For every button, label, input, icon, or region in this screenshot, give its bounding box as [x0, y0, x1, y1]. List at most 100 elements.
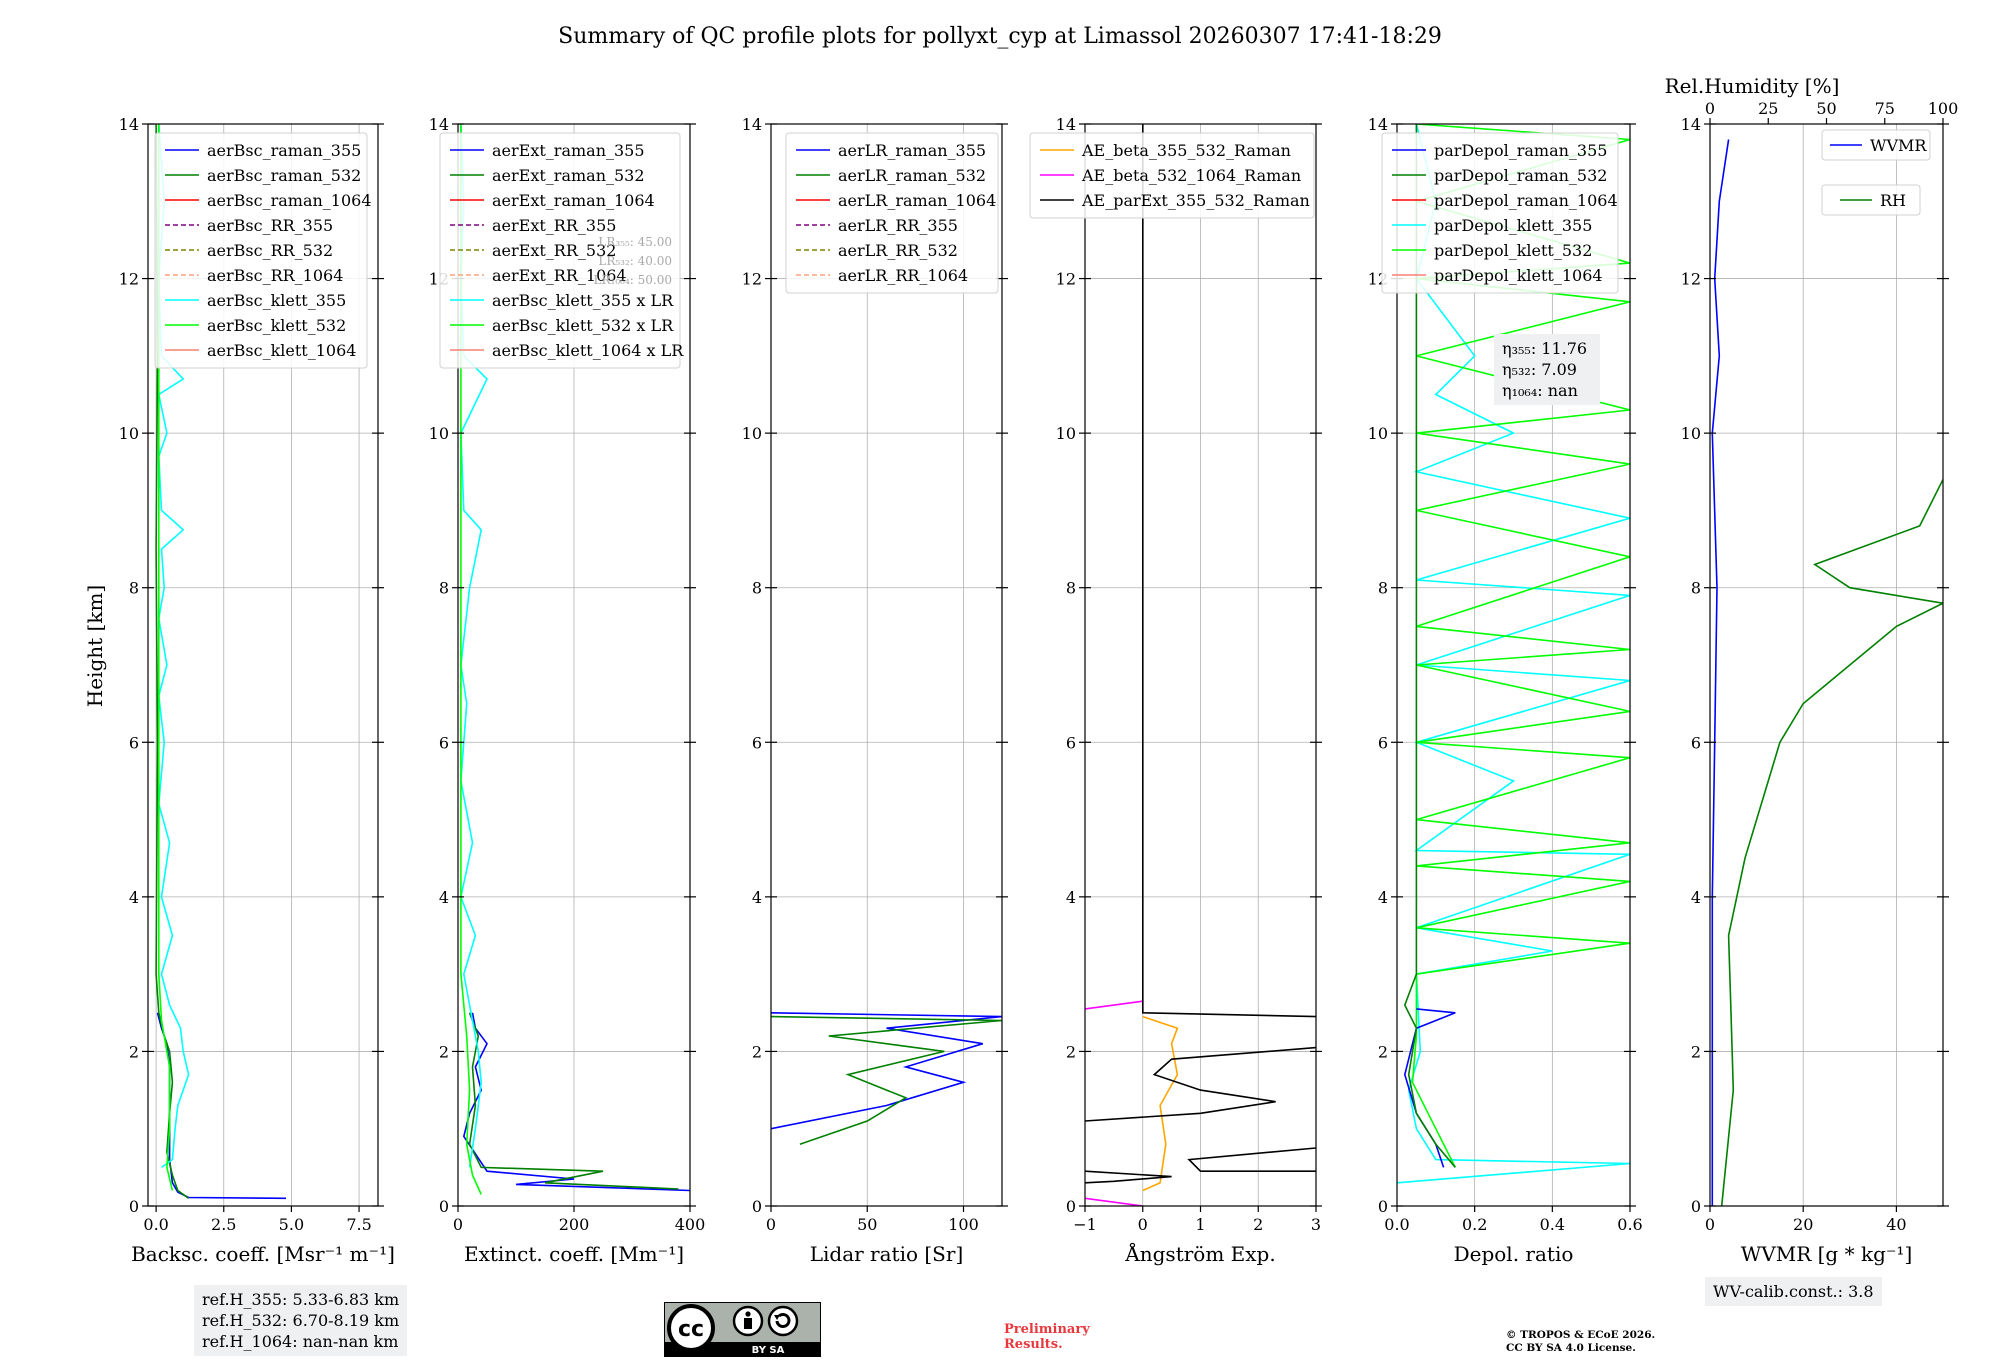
y-tick-label: 6: [752, 733, 762, 752]
y-axis-label: Height [km]: [83, 585, 107, 707]
legend-label: aerExt_raman_355: [492, 141, 645, 160]
y-tick-label: 10: [1681, 424, 1701, 443]
legend-box: [1029, 132, 1315, 219]
x-axis-label: Lidar ratio [Sr]: [810, 1242, 964, 1266]
legend-label: aerExt_RR_355: [492, 216, 616, 235]
x-tick-label: 40: [1886, 1215, 1906, 1234]
legend-box: [439, 132, 681, 369]
series-group: [1085, 124, 1316, 1206]
x-tick-label: 0.6: [1617, 1215, 1642, 1234]
axes-frame: [147, 123, 379, 1207]
top-x-tick-label: 0: [1705, 99, 1715, 118]
legend-label: aerBsc_raman_1064: [207, 191, 372, 210]
wv-calib-const: WV-calib.const.: 3.8: [1713, 1282, 1874, 1301]
preliminary-line-1: Preliminary: [1004, 1322, 1090, 1337]
lr-note: LR₃₅₅: 45.00: [598, 235, 672, 249]
y-tick-label: 8: [1066, 579, 1076, 598]
y-tick-label: 6: [1066, 733, 1076, 752]
copyright-line-1: © TROPOS & ECoE 2026.: [1506, 1329, 1656, 1341]
y-tick-label: 0: [752, 1197, 762, 1216]
legend-backscatter: aerBsc_raman_355 aerBsc_raman_532 aerBsc_r…: [154, 132, 372, 369]
x-tick-label: 20: [1793, 1215, 1813, 1234]
legend-label: AE_beta_355_532_Raman: [1081, 141, 1291, 160]
legend-lidar_ratio: aerLR_raman_355 aerLR_raman_532 aerLR_rama…: [785, 132, 999, 294]
series-group: [1711, 139, 1943, 1206]
y-tick-label: 4: [439, 888, 449, 907]
series-group: [771, 1012, 1002, 1145]
y-tick-label: 14: [742, 115, 762, 134]
lr-note: LR₅₃₂: 40.00: [598, 254, 672, 268]
series-aerBsc_raman_532: [155, 124, 190, 1199]
y-tick-label: 8: [752, 579, 762, 598]
y-tick-label: 14: [1368, 115, 1388, 134]
y-tick-label: 4: [752, 888, 762, 907]
y-tick-label: 10: [119, 424, 139, 443]
axes-frame: [1709, 123, 1944, 1207]
x-tick-label: 0: [453, 1215, 463, 1234]
preliminary-line-2: Results.: [1004, 1337, 1063, 1352]
cc-license-label: BY SA: [752, 1345, 785, 1356]
y-tick-label: 12: [1681, 270, 1701, 289]
x-tick-label: 7.5: [346, 1215, 371, 1234]
legend-box: [1821, 129, 1931, 161]
series-AE_beta_532_1064_Raman: [1085, 1197, 1143, 1206]
legend-label: AE_beta_532_1064_Raman: [1081, 166, 1301, 185]
series-parDepol_raman_532: [1403, 124, 1456, 1168]
cc-text: cc: [678, 1317, 704, 1342]
y-tick-label: 0: [1066, 1197, 1076, 1216]
y-tick-label: 10: [742, 424, 762, 443]
series-aerLR_raman_532: [771, 1015, 1002, 1145]
legend-box: [1381, 132, 1619, 294]
series-RH: [1720, 479, 1943, 1206]
lr-note: LR₁₀₆₄: 50.00: [594, 273, 672, 287]
x-tick-label: 50: [857, 1215, 877, 1234]
copyright-line-2: CC BY SA 4.0 License.: [1506, 1342, 1636, 1354]
legend-label: aerLR_RR_532: [838, 241, 958, 260]
y-tick-label: 8: [439, 579, 449, 598]
y-tick-label: 4: [129, 888, 139, 907]
series-aerExt_klett_532: [460, 124, 482, 1195]
refh-355: ref.H_355: 5.33-6.83 km: [202, 1290, 400, 1309]
legend-angstrom: AE_beta_355_532_Raman AE_beta_532_1064_Ra…: [1029, 132, 1315, 219]
y-tick-label: 8: [1691, 579, 1701, 598]
x-tick-label: 0.2: [1462, 1215, 1487, 1234]
y-tick-label: 8: [129, 579, 139, 598]
y-tick-label: 6: [1378, 733, 1388, 752]
series-WVMR: [1711, 139, 1730, 1206]
panel-backscatter: 0 2 4 6 8 10 12 14 0.0 2.5 5.0 7.5 Backsc. coeff. [M…: [119, 115, 395, 1266]
y-tick-label: 2: [1378, 1042, 1388, 1061]
y-tick-label: 12: [742, 270, 762, 289]
y-tick-label: 10: [429, 424, 449, 443]
legend-label: aerExt_RR_532: [492, 241, 616, 260]
y-tick-label: 2: [439, 1042, 449, 1061]
y-tick-label: 0: [129, 1197, 139, 1216]
eta-532: η₅₃₂: 7.09: [1502, 360, 1577, 379]
x-tick-label: 3: [1311, 1215, 1321, 1234]
y-tick-label: 4: [1066, 888, 1076, 907]
legend-depol: parDepol_raman_355 parDepol_raman_532 parD…: [1381, 132, 1619, 294]
y-tick-label: 2: [1066, 1042, 1076, 1061]
y-tick-label: 0: [1378, 1197, 1388, 1216]
preliminary-note: Preliminary Results.: [1004, 1322, 1090, 1352]
legend-label: aerBsc_raman_355: [207, 141, 361, 160]
series-AE_parExt_355_532_Raman: [1142, 124, 1316, 1018]
y-tick-label: 2: [129, 1042, 139, 1061]
figure-title: Summary of QC profile plots for pollyxt_…: [558, 24, 1442, 49]
x-axis-label: Ångström Exp.: [1124, 1241, 1275, 1266]
y-tick-label: 6: [439, 733, 449, 752]
y-tick-label: 12: [1056, 270, 1076, 289]
y-tick-label: 10: [1056, 424, 1076, 443]
y-tick-label: 0: [439, 1197, 449, 1216]
x-tick-label: 0.0: [143, 1215, 168, 1234]
legend-label: aerBsc_RR_532: [207, 241, 333, 260]
legend-extinction: aerExt_raman_355 aerExt_raman_532 aerExt_r…: [439, 132, 684, 369]
legend-label: aerBsc_RR_1064: [207, 266, 343, 285]
series-AE_parExt_355_532_Raman: [1187, 1147, 1316, 1172]
legend-box: [785, 132, 999, 294]
series-group: [155, 124, 287, 1200]
legend-label: RH: [1880, 191, 1906, 210]
